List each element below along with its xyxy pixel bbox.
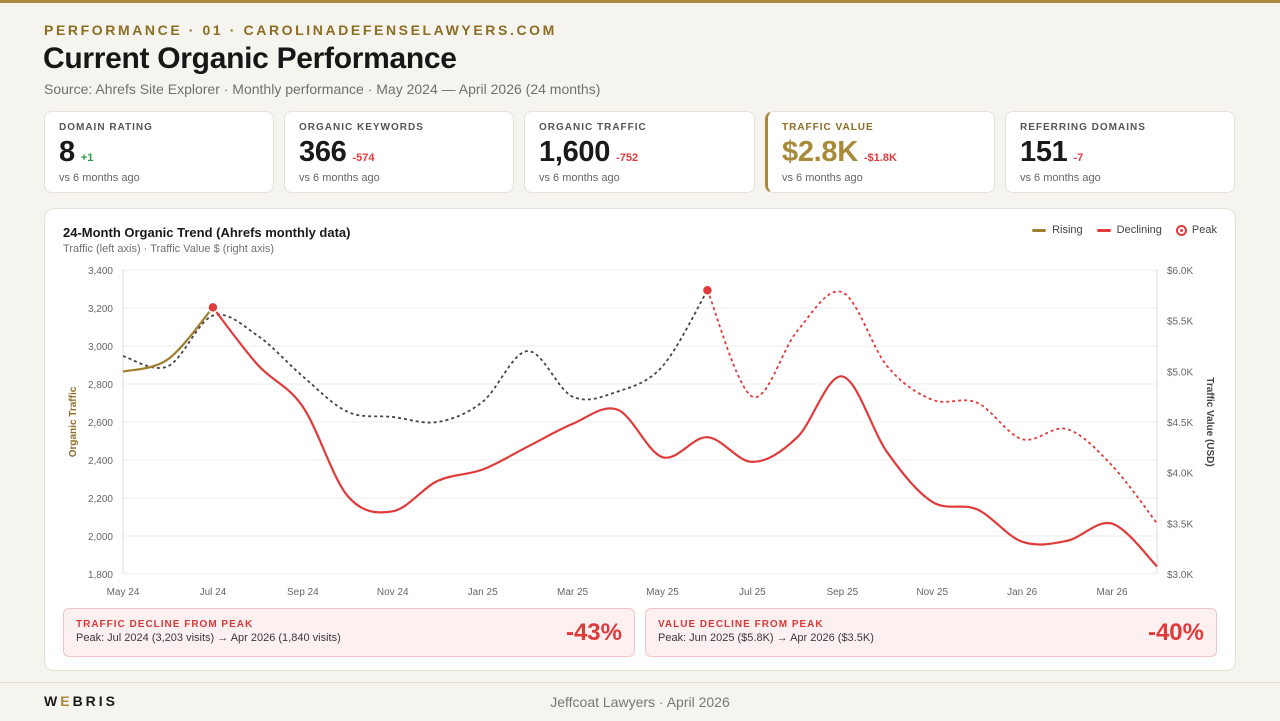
x-tick-label: Jan 26 <box>1007 587 1037 598</box>
kpi-value: 151 <box>1020 136 1068 168</box>
y-tick-left: 3,200 <box>88 304 113 315</box>
kpi-card-domain-rating: DOMAIN RATING 8 +1 vs 6 months ago <box>44 111 274 193</box>
y-tick-right: $3.0K <box>1167 570 1193 581</box>
kpi-value: 1,600 <box>539 136 611 168</box>
kpi-value: 366 <box>299 136 347 168</box>
kpi-label: ORGANIC KEYWORDS <box>299 122 424 133</box>
y-tick-left: 2,600 <box>88 418 113 429</box>
legend-label: Rising <box>1052 224 1083 236</box>
kpi-value: $2.8K <box>782 136 858 168</box>
traffic-value-line-rising <box>122 289 709 424</box>
page-title: Current Organic Performance <box>43 42 457 75</box>
x-tick-label: Jan 25 <box>468 587 498 598</box>
y-tick-left: 2,000 <box>88 532 113 543</box>
y-tick-left: 1,800 <box>88 570 113 581</box>
y-tick-right: $3.5K <box>1167 519 1193 530</box>
kpi-delta: -574 <box>352 152 375 164</box>
trend-chart-card: 24-Month Organic Trend (Ahrefs monthly d… <box>44 208 1236 671</box>
kpi-sub: vs 6 months ago <box>539 172 620 184</box>
footer-divider <box>0 682 1280 683</box>
chart-subtitle: Traffic (left axis) · Traffic Value $ (r… <box>63 243 275 255</box>
y-tick-left: 3,400 <box>88 266 113 277</box>
kpi-card-traffic-value: TRAFFIC VALUE $2.8K -$1.8K vs 6 months a… <box>765 111 995 193</box>
value-peak-marker <box>701 284 714 297</box>
brand-part: BRIS <box>72 693 119 709</box>
legend-item-peak[interactable]: Peak <box>1175 224 1217 236</box>
footer-text: Jeffcoat Lawyers · April 2026 <box>550 694 730 710</box>
y-tick-right: $4.0K <box>1167 469 1193 480</box>
kpi-label: ORGANIC TRAFFIC <box>539 122 647 133</box>
legend-item-rising[interactable]: Rising <box>1032 224 1083 236</box>
y-tick-left: 2,800 <box>88 380 113 391</box>
declining-swatch <box>1096 228 1111 232</box>
kpi-card-organic-traffic: ORGANIC TRAFFIC 1,600 -752 vs 6 months a… <box>524 111 755 193</box>
eyebrow: PERFORMANCE · 01 · CAROLINADEFENSELAWYER… <box>44 22 557 38</box>
x-tick-label: Sep 24 <box>287 587 319 598</box>
peak-dot-icon <box>1175 224 1187 236</box>
rising-swatch <box>1032 228 1047 232</box>
traffic-peak-marker <box>207 301 219 314</box>
brand-logo: WEBRIS <box>44 693 118 709</box>
x-tick-label: Mar 25 <box>557 587 589 598</box>
brand-part: W <box>44 693 61 709</box>
y-tick-left: 2,200 <box>88 494 113 505</box>
legend-label: Declining <box>1116 224 1162 236</box>
y-tick-right: $6.0K <box>1167 266 1193 277</box>
x-tick-label: Mar 26 <box>1096 587 1128 598</box>
kpi-delta: -752 <box>616 152 639 164</box>
decline-detail: Peak: Jun 2025 ($5.8K) → Apr 2026 ($3.5K… <box>658 632 874 644</box>
traffic-value-line-declining <box>706 289 1158 524</box>
y-tick-left: 3,000 <box>88 342 113 353</box>
kpi-delta: -7 <box>1073 152 1084 164</box>
chart-title: 24-Month Organic Trend (Ahrefs monthly d… <box>63 225 351 240</box>
x-tick-label: Jul 25 <box>739 587 766 598</box>
value-decline-box: VALUE DECLINE FROM PEAK Peak: Jun 2025 (… <box>645 608 1217 657</box>
decline-label: VALUE DECLINE FROM PEAK <box>658 619 824 630</box>
y-axis-title-left: Organic Traffic <box>68 386 79 457</box>
x-tick-label: May 24 <box>107 587 140 598</box>
decline-label: TRAFFIC DECLINE FROM PEAK <box>76 619 254 630</box>
trend-chart: 1,800 2,000 2,200 2,400 2,600 2,800 3,000 3,200… <box>68 266 1215 598</box>
kpi-sub: vs 6 months ago <box>59 172 140 184</box>
kpi-sub: vs 6 months ago <box>782 172 863 184</box>
y-tick-right: $5.0K <box>1167 367 1193 378</box>
kpi-card-referring-domains: REFERRING DOMAINS 151 -7 vs 6 months ago <box>1005 111 1235 193</box>
kpi-label: DOMAIN RATING <box>59 122 153 133</box>
x-tick-label: Nov 24 <box>377 587 409 598</box>
chart-legend: Rising Declining Peak <box>1018 224 1217 236</box>
traffic-line-rising <box>122 306 214 373</box>
y-tick-left: 2,400 <box>88 456 113 467</box>
y-tick-right: $5.5K <box>1167 317 1193 328</box>
brand-accent: E <box>60 693 73 709</box>
decline-percent: -40% <box>1147 619 1204 646</box>
y-axis-title-right: Traffic Value (USD) <box>1204 377 1215 466</box>
kpi-label: REFERRING DOMAINS <box>1020 122 1146 133</box>
x-tick-label: Sep 25 <box>826 587 858 598</box>
kpi-delta: -$1.8K <box>863 152 897 164</box>
decline-percent: -43% <box>565 619 622 646</box>
traffic-decline-box: TRAFFIC DECLINE FROM PEAK Peak: Jul 2024… <box>63 608 635 657</box>
x-tick-label: May 25 <box>646 587 679 598</box>
kpi-card-organic-keywords: ORGANIC KEYWORDS 366 -574 vs 6 months ag… <box>284 111 514 193</box>
x-tick-label: Jul 24 <box>200 587 227 598</box>
kpi-sub: vs 6 months ago <box>299 172 380 184</box>
kpi-sub: vs 6 months ago <box>1020 172 1101 184</box>
top-accent-bar <box>0 0 1280 3</box>
kpi-delta: +1 <box>80 152 94 164</box>
legend-item-declining[interactable]: Declining <box>1096 224 1162 236</box>
kpi-value: 8 <box>59 136 75 168</box>
page-subtitle: Source: Ahrefs Site Explorer · Monthly p… <box>44 81 601 97</box>
x-tick-label: Nov 25 <box>916 587 948 598</box>
y-tick-right: $4.5K <box>1167 418 1193 429</box>
traffic-line-declining <box>212 306 1158 568</box>
decline-detail: Peak: Jul 2024 (3,203 visits) → Apr 2026… <box>76 632 341 644</box>
legend-label: Peak <box>1191 224 1217 236</box>
kpi-label: TRAFFIC VALUE <box>782 122 874 133</box>
